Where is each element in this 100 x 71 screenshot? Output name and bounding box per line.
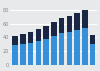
Bar [90,35,95,44]
Bar [67,32,72,65]
Bar [59,18,64,33]
Bar [82,10,88,28]
Bar [12,36,18,45]
Bar [51,22,56,36]
Bar [59,33,64,65]
Bar [12,45,18,65]
Bar [43,26,49,39]
Bar [28,32,33,43]
Bar [20,44,26,65]
Bar [43,39,49,65]
Bar [36,29,41,41]
Bar [36,41,41,65]
Bar [82,28,88,65]
Bar [20,34,26,44]
Bar [74,30,80,65]
Bar [28,43,33,65]
Bar [74,13,80,30]
Bar [90,44,95,65]
Bar [67,16,72,32]
Bar [51,36,56,65]
